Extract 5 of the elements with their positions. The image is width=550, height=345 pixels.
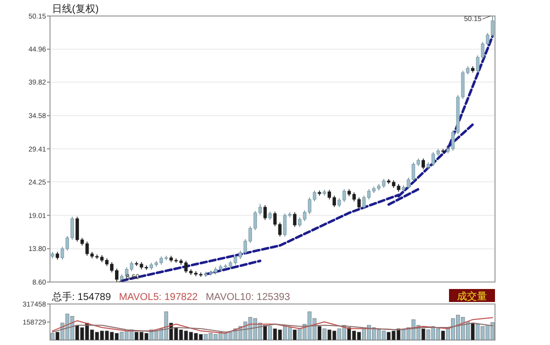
text: MAVOL10: 125393	[206, 292, 290, 303]
chart-title: 日线(复权)	[52, 3, 99, 15]
text: 成交量	[457, 290, 487, 302]
text: MAVOL5: 197822	[118, 292, 198, 303]
series-label: 总手: 154789	[51, 291, 112, 303]
